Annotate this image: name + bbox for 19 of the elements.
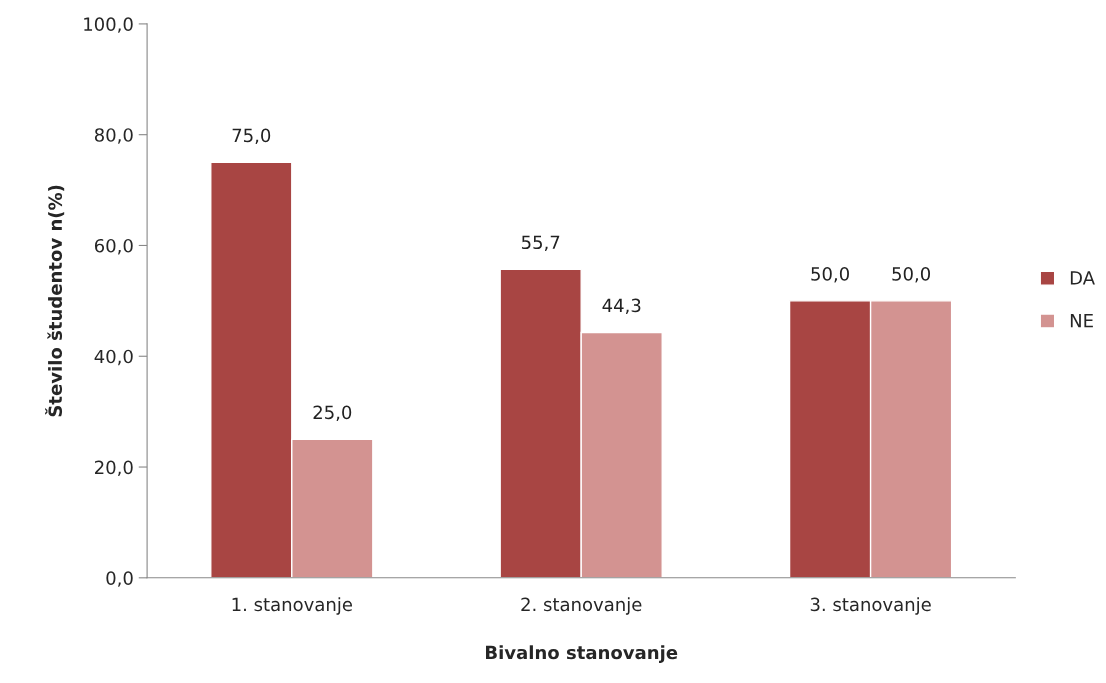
y-tick-label: 0,0	[106, 571, 133, 587]
y-tick-label: 80,0	[94, 128, 133, 144]
data-label: 44,3	[602, 298, 641, 315]
data-label: 55,7	[521, 235, 560, 251]
y-tick-label: 40,0	[94, 349, 133, 366]
data-label: 75,0	[232, 128, 271, 145]
data-label: 50,0	[892, 267, 931, 283]
data-label: 50,0	[811, 267, 849, 283]
y-tick-label: 20,0	[95, 460, 133, 476]
x-tick-label: 1. stanovanje	[232, 597, 352, 615]
legend-label: NE	[1070, 314, 1093, 328]
legend-label: DA	[1070, 271, 1095, 285]
y-tick-label: 100,0	[84, 17, 133, 33]
y-tick-label: 60,0	[94, 238, 133, 255]
x-axis-title: Bivalno stanovanje	[486, 645, 678, 663]
x-tick-label: 3. stanovanje	[810, 597, 931, 615]
data-label: 25,0	[313, 405, 352, 422]
y-axis-title: Število študentov n(%)	[45, 185, 65, 417]
x-tick-label: 2. stanovanje	[521, 597, 642, 615]
